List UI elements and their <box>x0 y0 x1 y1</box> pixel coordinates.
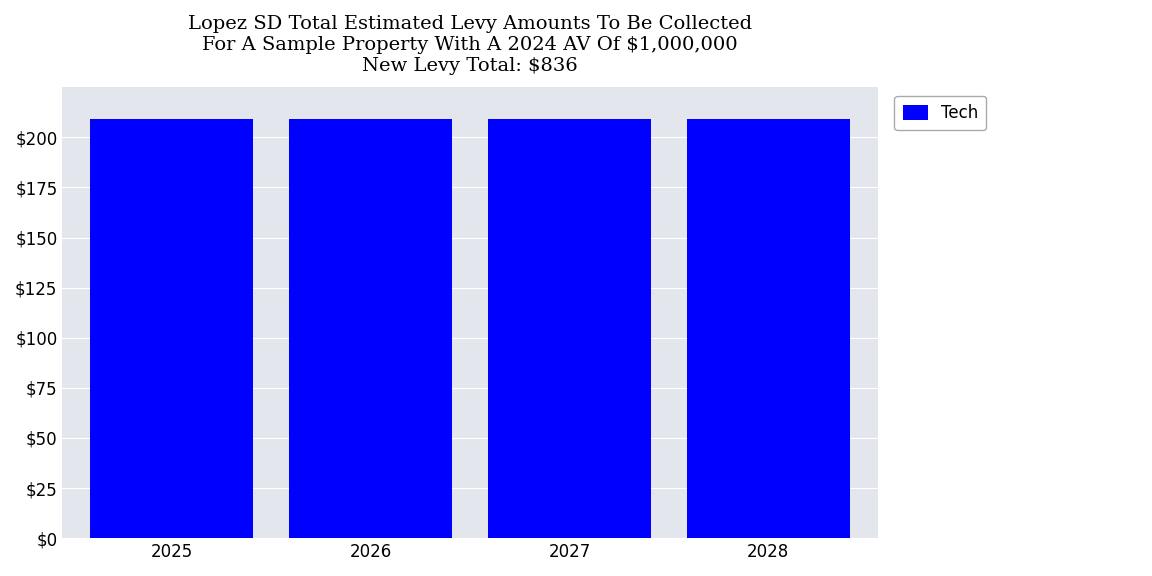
Bar <box>289 119 452 538</box>
Bar <box>90 119 253 538</box>
Bar <box>488 119 651 538</box>
Bar <box>687 119 850 538</box>
Legend: Tech: Tech <box>894 96 986 130</box>
Title: Lopez SD Total Estimated Levy Amounts To Be Collected
For A Sample Property With: Lopez SD Total Estimated Levy Amounts To… <box>188 15 752 75</box>
